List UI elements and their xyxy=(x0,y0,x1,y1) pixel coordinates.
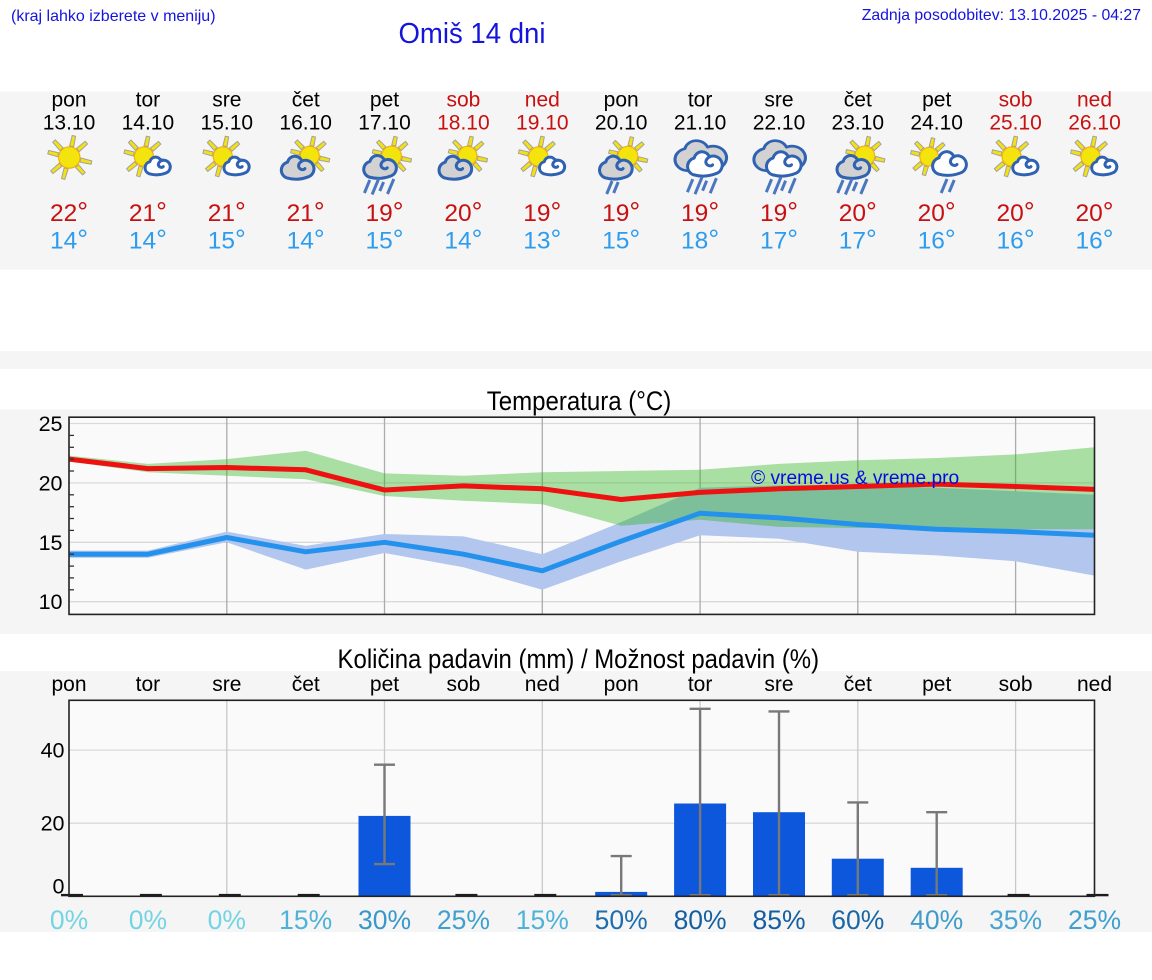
svg-text:14°: 14° xyxy=(444,225,482,255)
svg-text:25%: 25% xyxy=(437,905,490,935)
svg-text:19°: 19° xyxy=(760,197,798,227)
svg-text:40%: 40% xyxy=(910,905,963,935)
svg-text:20°: 20° xyxy=(839,197,877,227)
svg-text:sob: sob xyxy=(999,89,1033,112)
svg-text:sre: sre xyxy=(212,89,241,112)
svg-text:0: 0 xyxy=(53,875,65,899)
svg-text:ned: ned xyxy=(1077,89,1112,112)
svg-text:pon: pon xyxy=(51,89,86,112)
svg-text:17°: 17° xyxy=(839,225,877,255)
svg-text:© vreme.us & vreme.pro: © vreme.us & vreme.pro xyxy=(751,468,959,489)
svg-text:17.10: 17.10 xyxy=(358,112,411,135)
svg-text:sre: sre xyxy=(212,673,241,696)
svg-text:sob: sob xyxy=(446,89,480,112)
svg-text:40: 40 xyxy=(41,739,65,763)
svg-text:20.10: 20.10 xyxy=(595,112,648,135)
svg-text:20: 20 xyxy=(39,471,63,495)
svg-text:16°: 16° xyxy=(918,225,956,255)
svg-text:0%: 0% xyxy=(50,905,88,935)
svg-text:tor: tor xyxy=(688,89,713,112)
svg-text:ned: ned xyxy=(525,673,560,696)
svg-text:35%: 35% xyxy=(989,905,1042,935)
svg-text:80%: 80% xyxy=(674,905,727,935)
svg-text:pet: pet xyxy=(370,89,399,112)
svg-text:19°: 19° xyxy=(523,197,561,227)
svg-text:pon: pon xyxy=(604,673,639,696)
svg-text:25.10: 25.10 xyxy=(989,112,1042,135)
svg-text:19.10: 19.10 xyxy=(516,112,569,135)
svg-text:16°: 16° xyxy=(997,225,1035,255)
svg-text:tor: tor xyxy=(688,673,713,696)
svg-text:85%: 85% xyxy=(752,905,805,935)
svg-text:21°: 21° xyxy=(287,197,325,227)
svg-text:pon: pon xyxy=(604,89,639,112)
svg-text:14.10: 14.10 xyxy=(122,112,175,135)
svg-text:23.10: 23.10 xyxy=(832,112,885,135)
svg-text:ned: ned xyxy=(525,89,560,112)
svg-text:21.10: 21.10 xyxy=(674,112,727,135)
svg-text:čet: čet xyxy=(844,673,872,696)
svg-text:18.10: 18.10 xyxy=(437,112,490,135)
svg-text:sob: sob xyxy=(999,673,1033,696)
svg-text:22.10: 22.10 xyxy=(753,112,806,135)
svg-text:(kraj lahko izberete v meniju): (kraj lahko izberete v meniju) xyxy=(11,8,216,25)
svg-text:Omiš 14 dni: Omiš 14 dni xyxy=(399,18,546,50)
svg-text:0%: 0% xyxy=(129,905,167,935)
svg-text:14°: 14° xyxy=(50,225,88,255)
svg-text:15: 15 xyxy=(39,531,63,555)
svg-text:Količina padavin (mm) / Možnos: Količina padavin (mm) / Možnost padavin … xyxy=(338,644,820,674)
svg-text:pon: pon xyxy=(51,673,86,696)
svg-text:15.10: 15.10 xyxy=(201,112,254,135)
svg-text:15%: 15% xyxy=(279,905,332,935)
svg-text:50%: 50% xyxy=(595,905,648,935)
svg-text:15°: 15° xyxy=(602,225,640,255)
svg-text:30%: 30% xyxy=(358,905,411,935)
svg-text:20°: 20° xyxy=(918,197,956,227)
svg-text:čet: čet xyxy=(292,673,320,696)
svg-text:tor: tor xyxy=(136,89,161,112)
svg-text:pet: pet xyxy=(922,673,951,696)
svg-text:15°: 15° xyxy=(365,225,403,255)
svg-text:20°: 20° xyxy=(1075,197,1113,227)
svg-text:22°: 22° xyxy=(50,197,88,227)
svg-text:14°: 14° xyxy=(129,225,167,255)
svg-text:sob: sob xyxy=(446,673,480,696)
svg-text:tor: tor xyxy=(136,673,161,696)
svg-text:18°: 18° xyxy=(681,225,719,255)
svg-text:13.10: 13.10 xyxy=(43,112,96,135)
svg-text:24.10: 24.10 xyxy=(910,112,963,135)
svg-text:19°: 19° xyxy=(365,197,403,227)
svg-text:pet: pet xyxy=(922,89,951,112)
svg-text:21°: 21° xyxy=(129,197,167,227)
svg-text:20: 20 xyxy=(41,812,65,836)
svg-text:pet: pet xyxy=(370,673,399,696)
svg-text:20°: 20° xyxy=(444,197,482,227)
svg-text:60%: 60% xyxy=(831,905,884,935)
svg-text:10: 10 xyxy=(39,590,63,614)
svg-text:14°: 14° xyxy=(287,225,325,255)
svg-text:19°: 19° xyxy=(681,197,719,227)
svg-text:25: 25 xyxy=(39,412,63,436)
svg-text:Temperatura (°C): Temperatura (°C) xyxy=(487,386,672,416)
svg-text:0%: 0% xyxy=(208,905,246,935)
svg-text:16°: 16° xyxy=(1075,225,1113,255)
svg-text:sre: sre xyxy=(764,673,793,696)
svg-text:19°: 19° xyxy=(602,197,640,227)
svg-text:25%: 25% xyxy=(1068,905,1121,935)
svg-text:15°: 15° xyxy=(208,225,246,255)
svg-text:čet: čet xyxy=(844,89,872,112)
svg-text:15%: 15% xyxy=(516,905,569,935)
svg-text:20°: 20° xyxy=(997,197,1035,227)
svg-text:21°: 21° xyxy=(208,197,246,227)
svg-text:26.10: 26.10 xyxy=(1068,112,1121,135)
svg-text:16.10: 16.10 xyxy=(279,112,332,135)
svg-text:ned: ned xyxy=(1077,673,1112,696)
svg-text:13°: 13° xyxy=(523,225,561,255)
svg-text:Zadnja posodobitev: 13.10.2025: Zadnja posodobitev: 13.10.2025 - 04:27 xyxy=(862,7,1141,24)
svg-text:17°: 17° xyxy=(760,225,798,255)
svg-text:čet: čet xyxy=(292,89,320,112)
svg-text:sre: sre xyxy=(764,89,793,112)
